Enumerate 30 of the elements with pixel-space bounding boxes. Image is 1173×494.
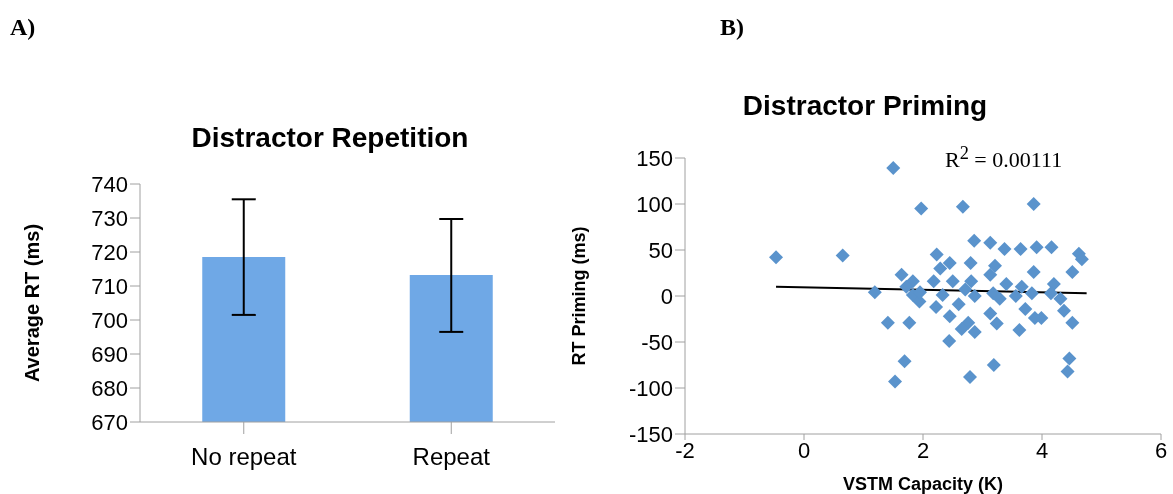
- y-tick-label: 710: [91, 273, 128, 299]
- y-tick-label: 690: [91, 341, 128, 367]
- x-tick-label: 0: [797, 437, 811, 463]
- x-axis-title: VSTM Capacity (K): [842, 474, 1004, 494]
- y-tick-label: 700: [91, 307, 128, 333]
- y-tick-label: 680: [91, 375, 128, 401]
- x-tick-label: Repeat: [412, 443, 491, 471]
- x-tick-label: 4: [1035, 437, 1049, 463]
- text: B): [720, 14, 744, 41]
- x-tick-label: -2: [675, 437, 695, 463]
- x-tick-label: 6: [1154, 437, 1168, 463]
- x-tick-label: No repeat: [191, 443, 297, 471]
- y-tick-label: -100: [628, 375, 673, 401]
- chart-title: Distractor Priming: [741, 90, 989, 122]
- y-tick-label: 730: [91, 205, 128, 231]
- chart-title: Distractor Repetition: [190, 122, 470, 154]
- y-axis-title: RT Priming (ms): [569, 226, 590, 366]
- y-tick-label: -50: [641, 329, 673, 355]
- y-tick-label: 100: [636, 191, 673, 217]
- y-tick-label: 670: [91, 409, 128, 435]
- y-tick-label: -150: [628, 421, 673, 447]
- y-axis-title: Average RT (ms): [21, 223, 44, 383]
- annotation: R$^{2}$ = 0.00111: [945, 143, 1063, 174]
- y-tick-label: 740: [91, 171, 128, 197]
- y-tick-label: 0: [660, 283, 673, 309]
- y-tick-label: 50: [648, 237, 673, 263]
- x-tick-label: 2: [916, 437, 930, 463]
- y-tick-label: 720: [91, 239, 128, 265]
- y-tick-label: 150: [636, 145, 673, 171]
- text: A): [10, 14, 36, 41]
